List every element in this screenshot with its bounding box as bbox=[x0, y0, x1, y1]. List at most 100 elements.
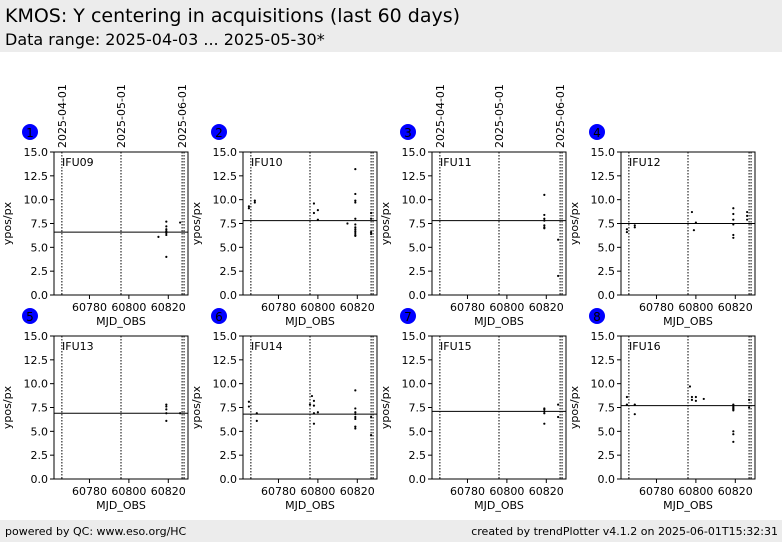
panel-title: IFU10 bbox=[251, 156, 283, 169]
y-tick-label: 2.5 bbox=[598, 449, 616, 462]
y-tick-label: 12.5 bbox=[24, 354, 49, 367]
data-point bbox=[732, 430, 735, 433]
panel-title: IFU11 bbox=[440, 156, 472, 169]
data-point bbox=[543, 408, 546, 411]
data-point bbox=[354, 230, 357, 233]
data-point bbox=[165, 408, 168, 411]
y-axis-label: ypos/px bbox=[190, 385, 203, 429]
data-point bbox=[312, 404, 316, 407]
panel-number: 8 bbox=[593, 310, 601, 324]
y-tick-label: 0.0 bbox=[31, 473, 49, 486]
y-tick-label: 5.0 bbox=[409, 425, 427, 438]
panel-number: 7 bbox=[404, 310, 412, 324]
data-point bbox=[354, 217, 357, 220]
y-tick-label: 5.0 bbox=[220, 425, 238, 438]
data-point bbox=[354, 407, 357, 410]
y-tick-label: 7.5 bbox=[220, 402, 238, 415]
date-label: 2025-05-01 bbox=[115, 84, 128, 148]
data-point bbox=[543, 422, 546, 425]
y-tick-label: 10.0 bbox=[213, 378, 238, 391]
data-point bbox=[165, 225, 168, 228]
panel-ifu11: 0.0 2.5 5.0 7.5 10.0 12.5 15.0 60780 60800 60820 M… bbox=[379, 84, 567, 328]
y-tick-label: 10.0 bbox=[24, 194, 49, 207]
data-point bbox=[746, 210, 749, 214]
data-point bbox=[732, 233, 735, 237]
date-label: 2025-04-01 bbox=[434, 84, 447, 148]
data-point bbox=[354, 228, 357, 231]
data-point bbox=[746, 214, 749, 217]
data-point bbox=[732, 218, 735, 221]
y-tick-label: 12.5 bbox=[213, 354, 238, 367]
y-tick-label: 15.0 bbox=[591, 146, 616, 159]
data-point bbox=[732, 403, 735, 406]
y-tick-label: 15.0 bbox=[24, 146, 49, 159]
y-tick-label: 0.0 bbox=[409, 473, 427, 486]
data-point bbox=[354, 389, 357, 392]
data-point bbox=[312, 202, 316, 205]
data-point bbox=[310, 394, 314, 398]
y-tick-label: 12.5 bbox=[591, 170, 616, 183]
y-axis-label: ypos/px bbox=[568, 201, 581, 245]
data-point bbox=[633, 226, 636, 229]
data-point bbox=[354, 427, 357, 430]
x-axis-label: MJD_OBS bbox=[474, 499, 524, 512]
data-point bbox=[543, 224, 546, 227]
panel-number-badge bbox=[22, 308, 38, 324]
y-tick-label: 7.5 bbox=[31, 218, 49, 231]
x-tick-label: 60820 bbox=[718, 301, 753, 314]
date-label: 2025-05-01 bbox=[493, 84, 506, 148]
panel-ifu09: 0.0 2.5 5.0 7.5 10.0 12.5 15.0 60780 60800 60820 M… bbox=[1, 84, 189, 328]
data-point bbox=[165, 419, 168, 422]
data-point bbox=[543, 193, 546, 196]
y-tick-label: 5.0 bbox=[31, 241, 49, 254]
x-axis-label: MJD_OBS bbox=[663, 315, 713, 328]
y-tick-label: 2.5 bbox=[220, 265, 238, 278]
x-axis-label: MJD_OBS bbox=[663, 499, 713, 512]
panel-title: IFU14 bbox=[251, 340, 283, 353]
panel-number-badge bbox=[589, 124, 605, 140]
y-axis-label: ypos/px bbox=[568, 385, 581, 429]
data-point bbox=[688, 385, 692, 388]
data-point bbox=[694, 395, 697, 399]
data-point bbox=[694, 221, 697, 224]
data-point bbox=[247, 405, 251, 408]
data-point bbox=[747, 398, 751, 401]
data-point bbox=[179, 412, 182, 415]
x-axis-label: MJD_OBS bbox=[474, 315, 524, 328]
data-point bbox=[694, 399, 697, 402]
y-tick-label: 7.5 bbox=[220, 218, 238, 231]
y-tick-label: 10.0 bbox=[24, 378, 49, 391]
panel-number-badge bbox=[400, 308, 416, 324]
data-point bbox=[247, 205, 251, 208]
panel-title: IFU15 bbox=[440, 340, 472, 353]
data-point bbox=[746, 218, 749, 221]
x-tick-label: 60800 bbox=[489, 301, 524, 314]
data-point bbox=[557, 238, 560, 241]
data-point bbox=[157, 235, 160, 238]
page-subtitle: Data range: 2025-04-03 ... 2025-05-30* bbox=[5, 30, 325, 49]
y-tick-label: 15.0 bbox=[24, 330, 49, 343]
data-point bbox=[732, 409, 735, 412]
data-point bbox=[165, 405, 168, 408]
data-point bbox=[165, 233, 168, 237]
data-point bbox=[165, 220, 168, 223]
x-tick-label: 60820 bbox=[340, 301, 375, 314]
y-tick-label: 5.0 bbox=[220, 241, 238, 254]
data-point bbox=[165, 228, 168, 231]
data-point bbox=[253, 199, 256, 202]
data-point bbox=[165, 255, 168, 258]
y-tick-label: 5.0 bbox=[31, 425, 49, 438]
data-point bbox=[354, 413, 357, 416]
data-point bbox=[557, 403, 560, 406]
x-tick-label: 60780 bbox=[639, 301, 674, 314]
y-tick-label: 12.5 bbox=[213, 170, 238, 183]
data-point bbox=[732, 212, 735, 216]
data-point bbox=[165, 403, 168, 406]
y-axis-label: ypos/px bbox=[1, 385, 14, 429]
y-tick-label: 7.5 bbox=[598, 402, 616, 415]
data-point bbox=[316, 218, 319, 221]
data-point bbox=[165, 412, 168, 415]
panel-ifu15: 0.0 2.5 5.0 7.5 10.0 12.5 15.0 60780 60800 60820 M… bbox=[379, 308, 567, 512]
data-point bbox=[633, 413, 636, 416]
y-tick-label: 12.5 bbox=[591, 354, 616, 367]
